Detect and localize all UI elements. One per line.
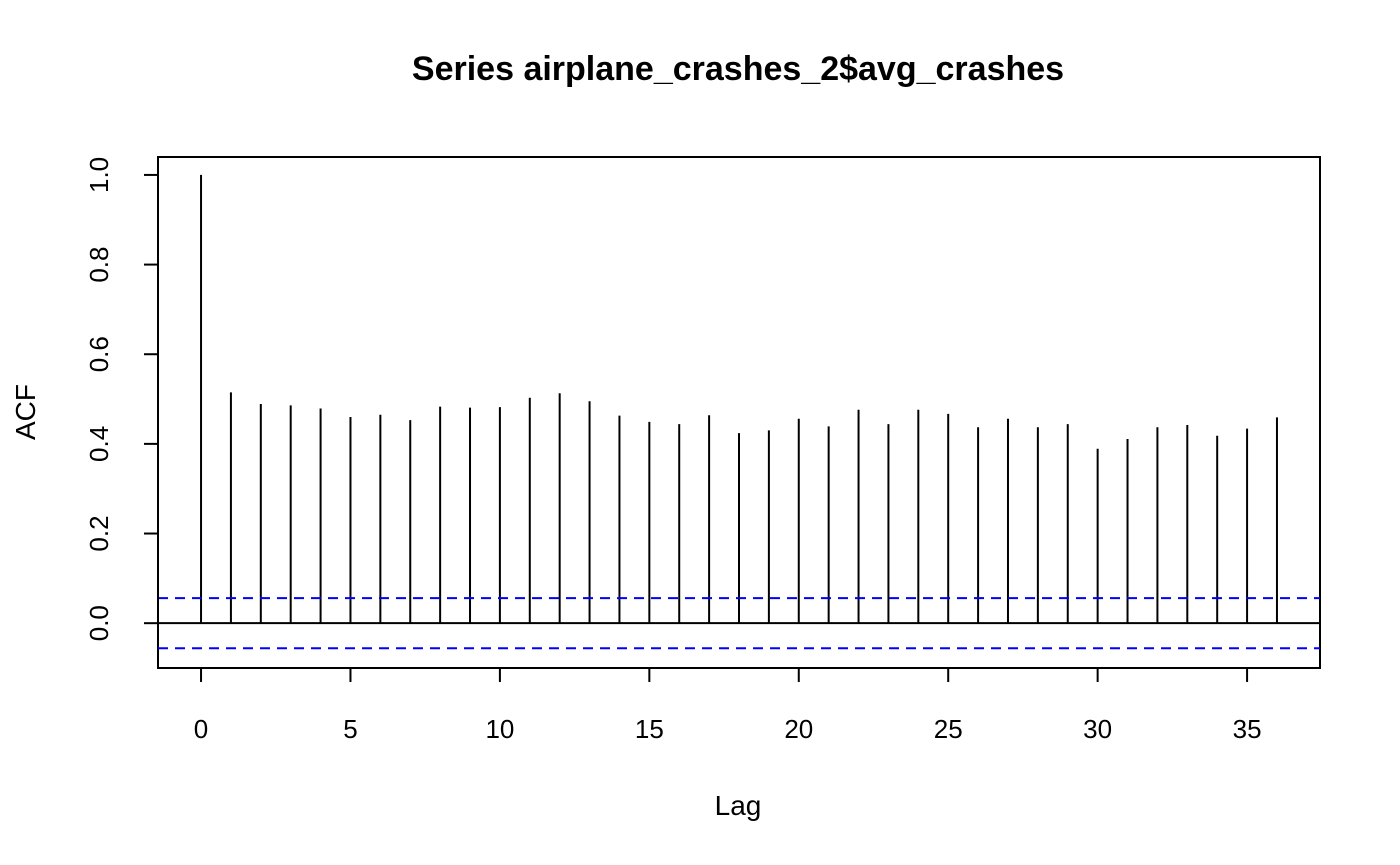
y-tick-label: 0.2 [84,515,114,551]
y-tick-label: 0.8 [84,247,114,283]
acf-bars [200,174,1278,624]
x-tick-label: 20 [784,714,813,744]
x-axis: 0 5 10 15 20 25 30 35 [194,667,1262,744]
x-tick-label: 25 [934,714,963,744]
y-axis: 0.0 0.2 0.4 0.6 0.8 1.0 [84,157,159,641]
x-tick-label: 35 [1233,714,1262,744]
x-tick-label: 5 [343,714,357,744]
x-tick-label: 0 [194,714,208,744]
chart-title: Series airplane_crashes_2$avg_crashes [412,50,1064,88]
y-tick-label: 1.0 [84,157,114,193]
x-tick-label: 10 [485,714,514,744]
y-axis-label: ACF [10,384,41,440]
y-tick-label: 0.4 [84,426,114,462]
y-tick-label: 0.0 [84,605,114,641]
x-axis-label: Lag [715,790,762,821]
confidence-bounds [158,597,1320,650]
x-tick-label: 30 [1083,714,1112,744]
x-tick-label: 15 [635,714,664,744]
y-tick-label: 0.6 [84,336,114,372]
